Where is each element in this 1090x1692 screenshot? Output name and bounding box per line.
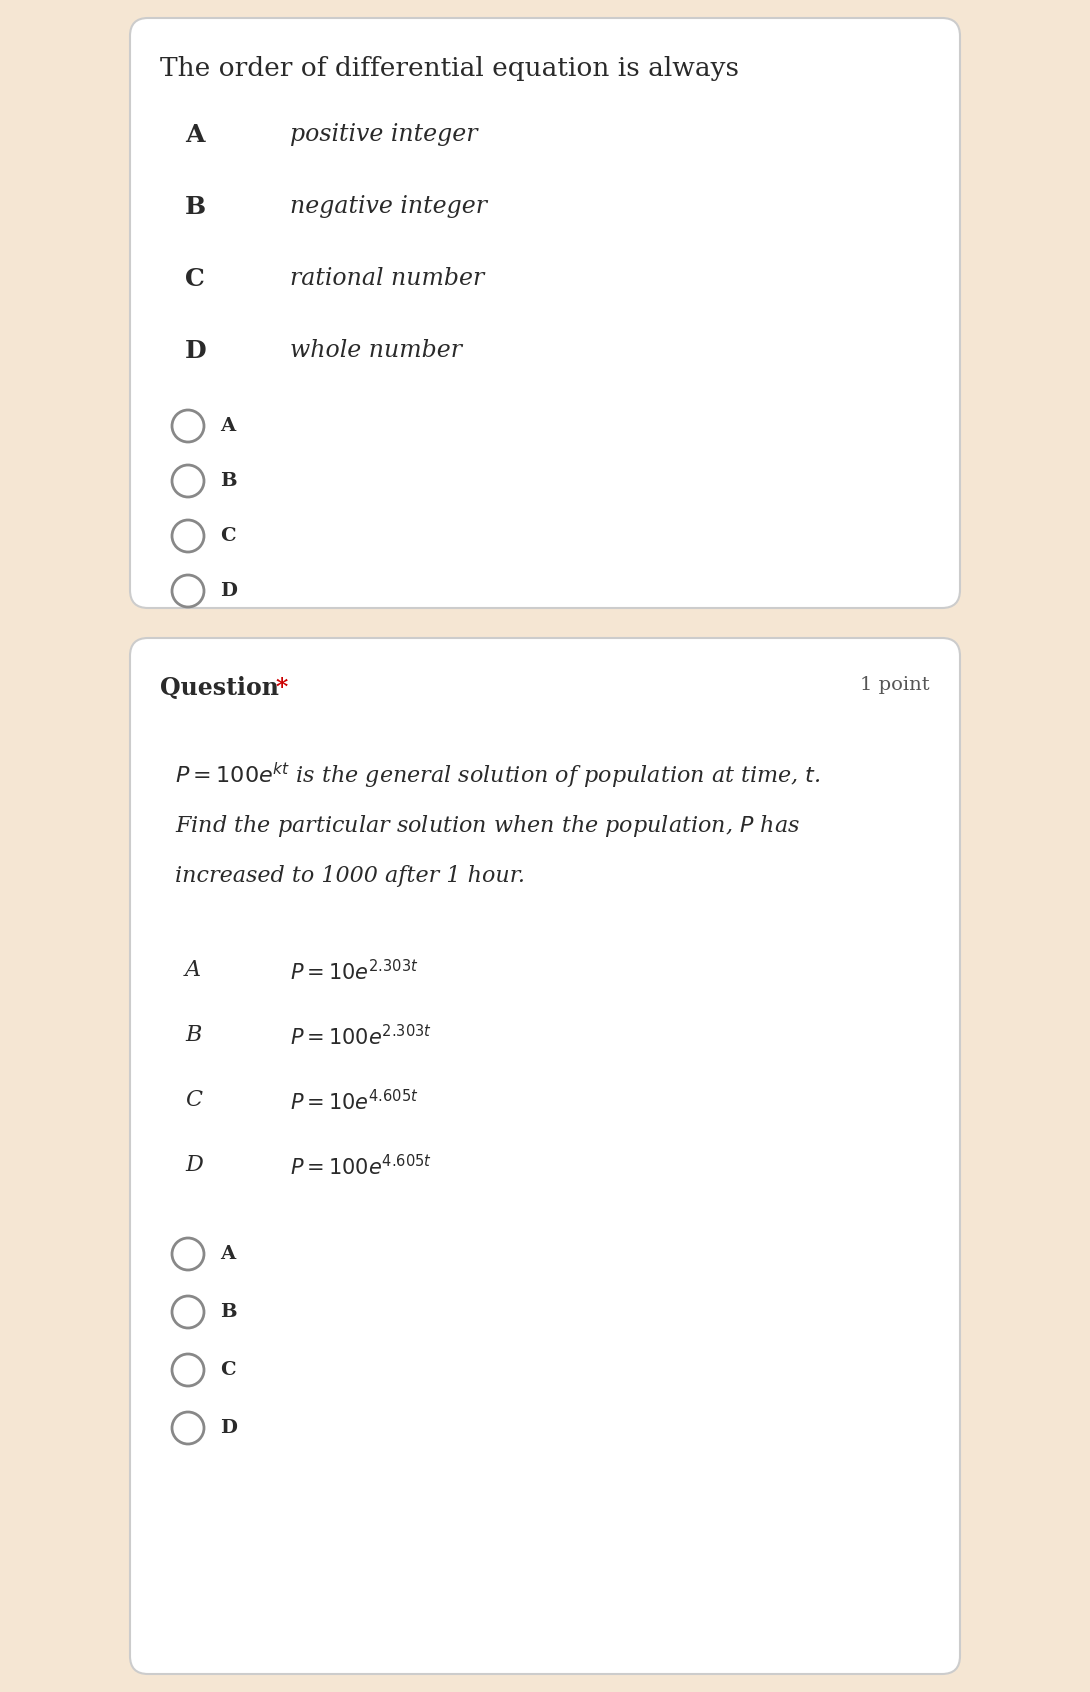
Text: C: C <box>185 267 205 291</box>
Text: D: D <box>220 1420 237 1437</box>
Text: $P=10e^{2.303t}$: $P=10e^{2.303t}$ <box>290 959 419 985</box>
Text: A: A <box>185 959 202 981</box>
Text: increased to 1000 after 1 hour.: increased to 1000 after 1 hour. <box>175 865 525 887</box>
FancyBboxPatch shape <box>130 19 960 607</box>
Text: D: D <box>185 1154 203 1176</box>
Text: $P=100e^{2.303t}$: $P=100e^{2.303t}$ <box>290 1024 432 1049</box>
Text: $P=10e^{4.605t}$: $P=10e^{4.605t}$ <box>290 1090 419 1115</box>
Text: B: B <box>220 472 237 491</box>
Text: C: C <box>185 1090 202 1112</box>
Text: D: D <box>220 582 237 601</box>
Text: A: A <box>220 416 235 435</box>
Text: C: C <box>220 1360 235 1379</box>
FancyBboxPatch shape <box>130 638 960 1673</box>
Text: D: D <box>185 338 207 364</box>
Text: B: B <box>185 1024 202 1046</box>
Text: *: * <box>275 677 288 700</box>
Text: positive integer: positive integer <box>290 124 477 146</box>
Text: The order of differential equation is always: The order of differential equation is al… <box>160 56 739 81</box>
Text: A: A <box>220 1245 235 1262</box>
Text: $P=100e^{4.605t}$: $P=100e^{4.605t}$ <box>290 1154 432 1179</box>
Text: C: C <box>220 526 235 545</box>
Text: Question: Question <box>160 677 279 700</box>
Text: rational number: rational number <box>290 267 484 289</box>
Text: B: B <box>185 195 206 218</box>
Text: whole number: whole number <box>290 338 462 362</box>
Text: 1 point: 1 point <box>860 677 930 694</box>
Text: B: B <box>220 1303 237 1321</box>
Text: $P=100e^{kt}$ is the general solution of population at time, $t$.: $P=100e^{kt}$ is the general solution of… <box>175 761 821 792</box>
Text: A: A <box>185 124 205 147</box>
Text: Find the particular solution when the population, $P$ has: Find the particular solution when the po… <box>175 812 800 839</box>
Text: negative integer: negative integer <box>290 195 487 218</box>
